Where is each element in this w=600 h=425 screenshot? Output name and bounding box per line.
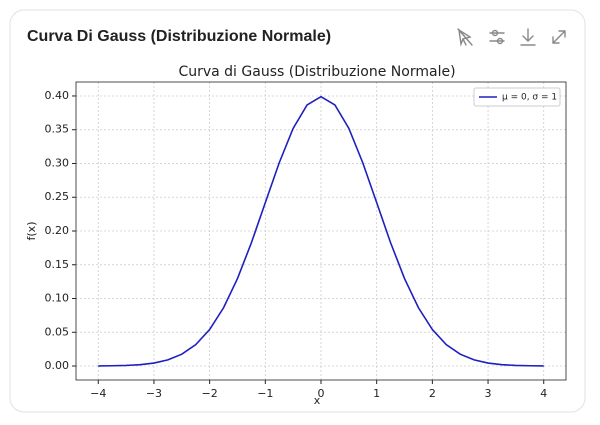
icon-expand[interactable] xyxy=(552,30,566,44)
legend-box xyxy=(473,87,561,107)
plot-frame xyxy=(75,81,567,381)
icon-interactive[interactable] xyxy=(457,28,473,47)
y-axis-label: f(x) xyxy=(25,222,38,241)
y-tick-label: 0.20 xyxy=(45,224,70,237)
line xyxy=(98,95,544,367)
x-tick-label: −3 xyxy=(146,387,162,400)
y-tick-label: 0.10 xyxy=(45,292,70,305)
y-tick-label: 0.40 xyxy=(45,89,70,102)
x-tick-label: −4 xyxy=(90,387,106,400)
legend-label: μ = 0, σ = 1 xyxy=(502,93,557,103)
x-tick-label: −1 xyxy=(257,387,273,400)
x-tick-label: 0 xyxy=(318,387,325,400)
y-tick-label: 0.30 xyxy=(45,156,70,169)
x-tick-label: 2 xyxy=(429,387,436,400)
x-axis-label: x xyxy=(314,394,321,407)
icon-download[interactable] xyxy=(520,28,536,46)
x-tick-label: −2 xyxy=(202,387,218,400)
y-tick-label: 0.00 xyxy=(45,359,70,372)
card-title: Curva Di Gauss (Distribuzione Normale) xyxy=(27,28,331,45)
chart-title: Curva di Gauss (Distribuzione Normale) xyxy=(178,64,455,80)
y-tick-label: 0.35 xyxy=(45,123,70,136)
y-tick-label: 0.05 xyxy=(45,325,70,338)
x-tick-label: 4 xyxy=(540,387,547,400)
x-tick-label: 3 xyxy=(485,387,492,400)
y-tick-label: 0.25 xyxy=(45,190,70,203)
y-tick-label: 0.15 xyxy=(45,258,70,271)
icon-settings[interactable] xyxy=(489,29,505,45)
x-tick-label: 1 xyxy=(373,387,380,400)
